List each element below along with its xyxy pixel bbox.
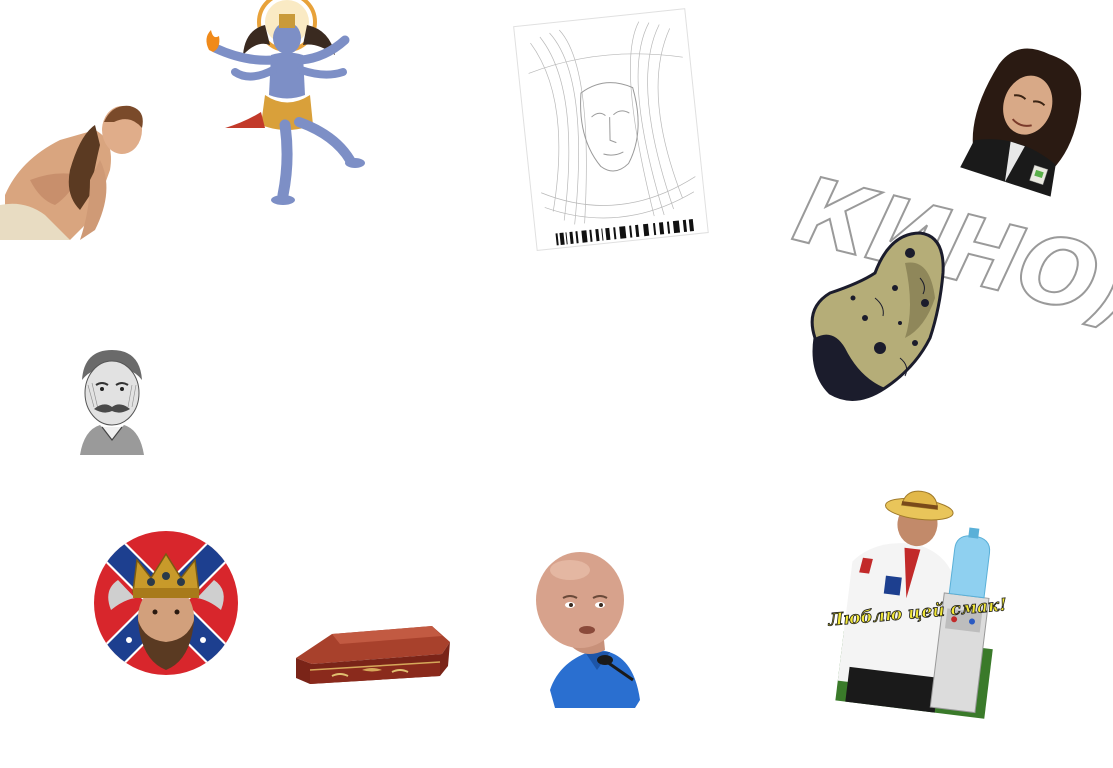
crowned-man-flag-image	[94, 531, 238, 675]
asteroid-image	[810, 231, 945, 401]
bald-man-image	[536, 552, 640, 708]
bearded-elder-portrait-image	[80, 350, 144, 455]
shiva-sticker[interactable]	[195, 0, 370, 210]
coffin-image	[296, 626, 450, 684]
man-water-cooler-sticker[interactable]: Люблю цей смак!	[826, 490, 1013, 719]
curly-hair-man-sticker[interactable]	[960, 45, 1088, 197]
crowned-man-flag-sticker[interactable]	[93, 530, 239, 676]
line-art-portrait-image	[513, 8, 709, 252]
coffin-sticker[interactable]	[292, 620, 454, 690]
barechested-man-image	[0, 105, 143, 240]
bald-man-sticker[interactable]	[515, 550, 645, 710]
curly-hair-man-image	[960, 48, 1082, 197]
bearded-elder-portrait-sticker[interactable]	[72, 345, 152, 455]
line-art-portrait-sticker[interactable]	[513, 5, 710, 255]
asteroid-sticker[interactable]	[805, 228, 975, 408]
barechested-man-sticker[interactable]	[0, 100, 150, 245]
shiva-image	[206, 0, 365, 205]
man-water-cooler-image: Люблю цей смак!	[826, 490, 1008, 719]
